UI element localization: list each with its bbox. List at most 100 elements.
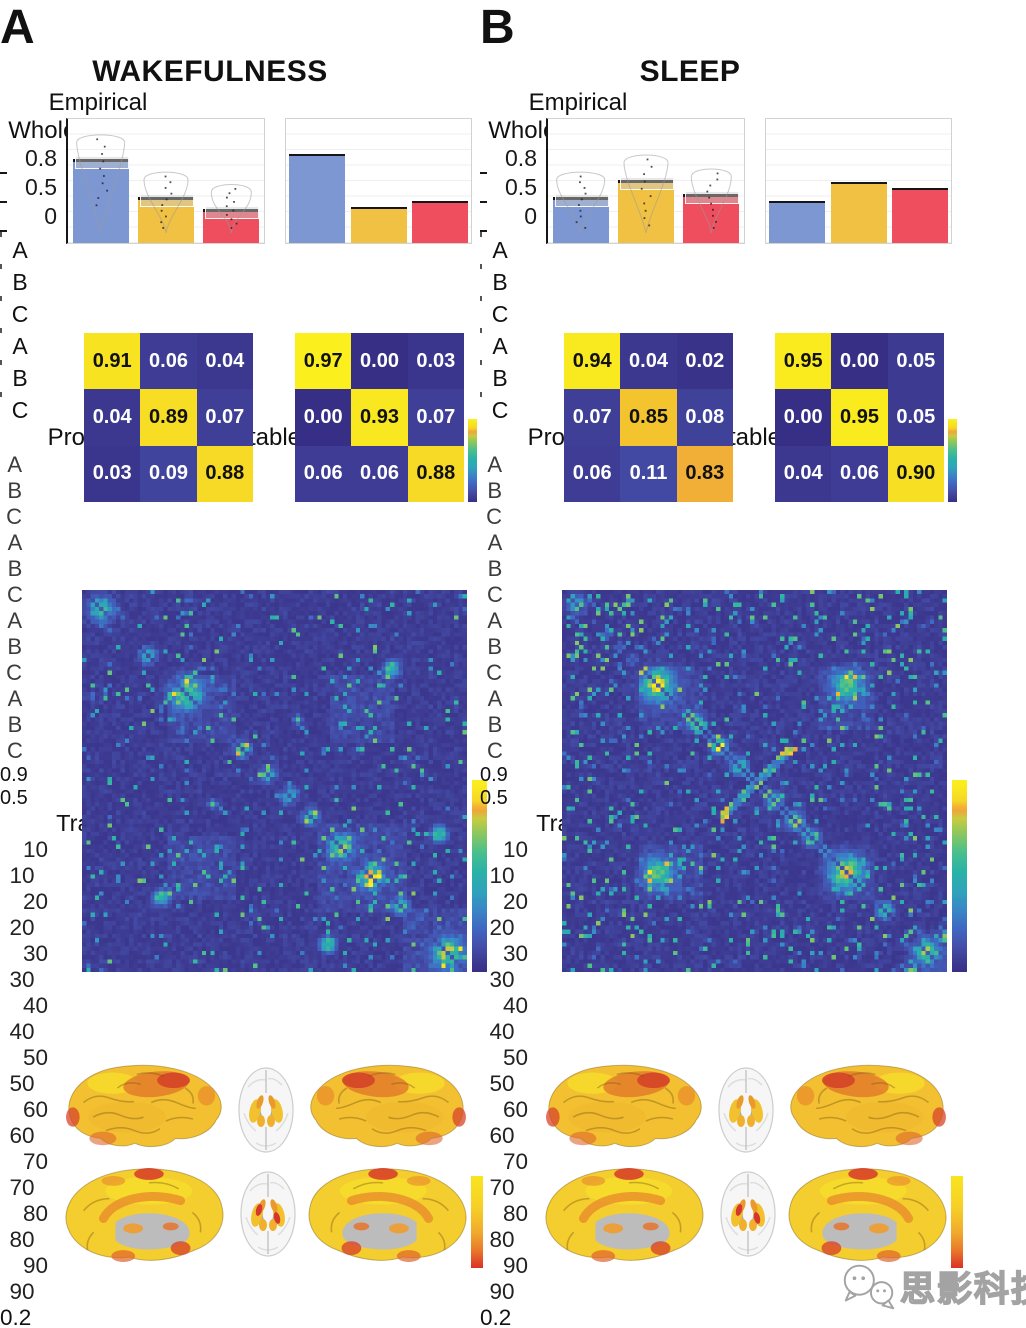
bar-category-label: C	[491, 301, 509, 327]
tpm-col-label: A	[487, 686, 503, 711]
conn-ytick-label: 40	[502, 993, 528, 1018]
tpm-colorbar-tick: 0.9	[480, 764, 508, 786]
tpm-cell: 0.06	[140, 333, 197, 390]
bar-category-label: B	[12, 269, 28, 295]
bar-category-label: C	[491, 397, 509, 423]
bar-plot-model	[765, 118, 952, 244]
tpm-row-label: B	[487, 478, 502, 503]
bar-ytick-mark	[480, 201, 487, 203]
conn-xtick-label: 20	[489, 915, 515, 940]
bar-category-label: A	[492, 237, 508, 263]
degree-colorbar	[951, 1176, 963, 1268]
bar-ytick-mark	[0, 201, 7, 203]
bar-xtick-mark	[480, 264, 482, 269]
conn-ytick-label: 80	[502, 1201, 528, 1226]
tpm-row-label: A	[7, 608, 22, 633]
conn-xtick-label: 60	[489, 1123, 515, 1148]
tpm-cell: 0.05	[887, 389, 944, 446]
brain-medial-left	[65, 1168, 224, 1262]
tpm-colorbar-tick: 0.9	[0, 764, 28, 786]
bar-ytick-label: 0.5	[25, 174, 57, 200]
conn-ytick-label: 60	[502, 1097, 528, 1122]
conn-ytick-label: 60	[22, 1097, 48, 1122]
wechat-icon	[843, 1264, 895, 1310]
tpm-row-label: A	[487, 608, 502, 633]
bar-ytick-label: 0	[524, 203, 537, 229]
bar-xtick-mark	[480, 392, 482, 397]
brain-axial-slice	[718, 1067, 774, 1153]
tpm-col-label: A	[7, 686, 23, 711]
panel-letter: B	[480, 1, 515, 54]
tpm-cell: 0.89	[140, 389, 197, 446]
conn-colorbar	[952, 780, 967, 972]
conn-xtick-label: 80	[489, 1227, 515, 1252]
bar-ytick-label: 0.8	[25, 145, 57, 171]
conn-xtick-label: 40	[489, 1019, 515, 1044]
boxplot-band	[554, 193, 609, 207]
bar-ytick-mark	[0, 230, 7, 232]
conn-colorbar	[472, 780, 487, 972]
tpm-col-label: A	[7, 530, 23, 555]
bar-ytick-mark	[0, 172, 7, 174]
bar-category-label: A	[492, 333, 508, 359]
tpm-col-label: C	[7, 738, 23, 763]
bar-ytick-mark	[480, 230, 487, 232]
bar-xtick-mark	[0, 392, 2, 397]
degree-colorbar	[471, 1176, 483, 1268]
bar-ytick-mark	[480, 172, 487, 174]
tpm-row-label: B	[7, 634, 22, 659]
tpm-cell: 0.90	[887, 445, 944, 502]
tpm-cell: 0.83	[676, 445, 733, 502]
bar-category-c	[892, 188, 949, 243]
tpm-colorbar-tick: 0.5	[480, 787, 508, 809]
bar-category-a	[72, 159, 129, 243]
tpm-row-label: C	[6, 660, 22, 685]
tpm-matrix-model: 0.97 0.00 0.03 0.00 0.93 0.07 0.06 0.06 0.88	[295, 333, 464, 502]
conn-ytick-label: 50	[502, 1045, 528, 1070]
tpm-cell: 0.06	[295, 445, 352, 502]
bar-category-a	[768, 200, 825, 243]
tpm-cell: 0.09	[140, 445, 197, 502]
tpm-cell: 0.94	[564, 333, 621, 390]
bar-plot-model	[285, 118, 472, 244]
panel-a: AWAKEFULNESSEmpiricalWhole-brain Model0.…	[0, 1, 487, 1328]
tpm-cell: 0.08	[676, 389, 733, 446]
brain-montage	[50, 1053, 470, 1279]
panel-title: SLEEP	[639, 55, 741, 88]
tpm-cell: 0.88	[196, 445, 253, 502]
conn-ytick-label: 90	[502, 1253, 528, 1278]
tpm-cell: 0.04	[775, 445, 832, 502]
conn-ytick-label: 30	[502, 941, 528, 966]
bar-xtick-mark	[480, 328, 482, 333]
tpm-cell: 0.07	[407, 389, 464, 446]
bar-category-label: A	[12, 237, 28, 263]
tpm-col-label: A	[487, 530, 503, 555]
tpm-col-label: C	[7, 582, 23, 607]
conn-ytick-label: 10	[502, 837, 528, 862]
conn-xtick-label: 10	[9, 863, 35, 888]
conn-ytick-label: 80	[22, 1201, 48, 1226]
tpm-col-label: C	[487, 738, 503, 763]
brain-axial-slice	[238, 1067, 294, 1153]
conn-ytick-label: 30	[22, 941, 48, 966]
tpm-matrix-empirical: 0.91 0.06 0.04 0.04 0.89 0.07 0.03 0.09 0.88	[84, 333, 253, 502]
tpm-row-label: C	[6, 504, 22, 529]
bar-xtick-mark	[0, 296, 2, 301]
conn-xtick-label: 70	[489, 1175, 515, 1200]
conn-xtick-label: 80	[9, 1227, 35, 1252]
bar-ytick-label: 0.5	[505, 174, 537, 200]
tpm-cell: 0.85	[620, 389, 677, 446]
boxplot-band	[140, 193, 194, 207]
tpm-row-label: C	[486, 504, 502, 529]
brain-axial-slice	[720, 1171, 776, 1257]
tpm-cell: 0.04	[196, 333, 253, 390]
tpm-cell: 0.93	[351, 389, 408, 446]
tpm-cell: 0.00	[351, 333, 408, 390]
tpm-cell: 0.06	[351, 445, 408, 502]
bar-xtick-mark	[480, 232, 482, 237]
conn-ytick-label: 20	[22, 889, 48, 914]
boxplot-band	[74, 156, 129, 170]
panel-b: BSLEEPEmpiricalWhole-brain Model0.80.50A…	[480, 0, 994, 1328]
tpm-cell: 0.91	[84, 333, 141, 390]
conn-xtick-label: 10	[489, 863, 515, 888]
